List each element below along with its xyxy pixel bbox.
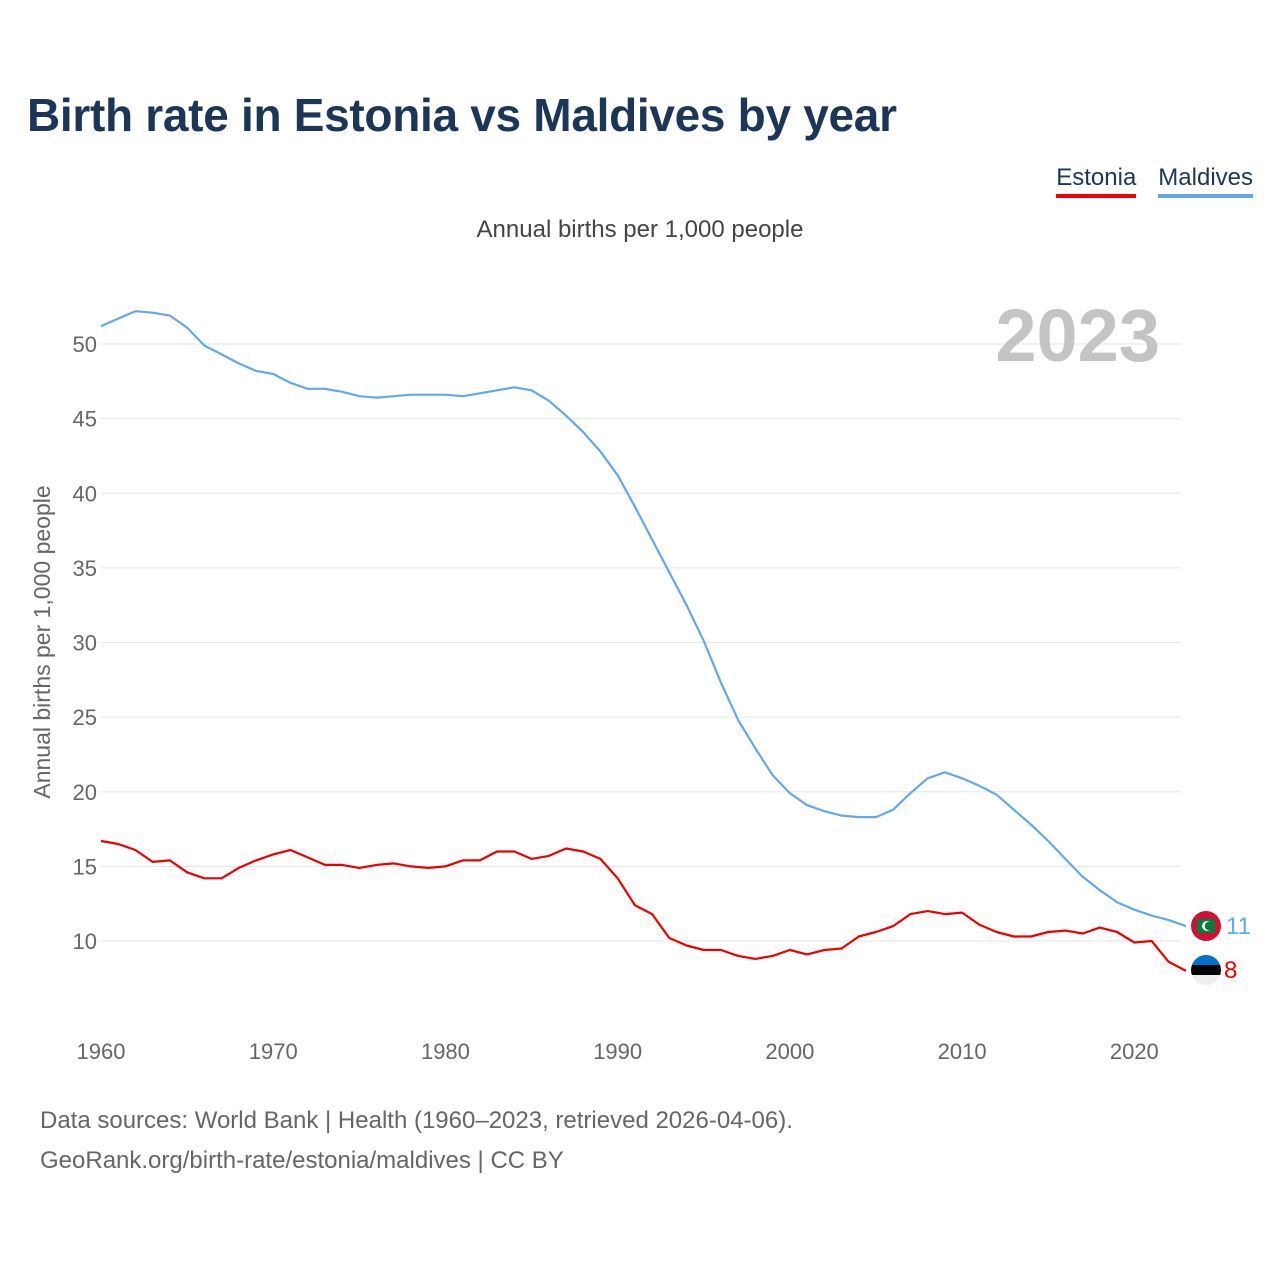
y-axis-title: Annual births per 1,000 people — [29, 485, 55, 798]
y-tick-label-10: 10 — [73, 929, 97, 954]
legend-item-estonia[interactable]: Estonia — [1056, 164, 1137, 198]
y-tick-label-35: 35 — [73, 556, 97, 581]
maldives-flag-icon — [1191, 911, 1221, 941]
year-watermark: 2023 — [995, 294, 1160, 377]
chart-title: Birth rate in Estonia vs Maldives by yea… — [27, 89, 897, 141]
y-tick-label-30: 30 — [73, 631, 97, 656]
end-label-maldives: 11 — [1226, 913, 1251, 940]
end-label-estonia: 8 — [1224, 957, 1237, 984]
y-tick-label-40: 40 — [73, 481, 97, 506]
y-tick-label-50: 50 — [73, 332, 97, 357]
legend: Estonia Maldives — [1056, 164, 1253, 198]
x-tick-label-1970: 1970 — [249, 1039, 298, 1064]
footer-sources: Data sources: World Bank | Health (1960–… — [40, 1107, 793, 1134]
x-tick-label-1980: 1980 — [421, 1039, 470, 1064]
footer-credit[interactable]: GeoRank.org/birth-rate/estonia/maldives … — [40, 1147, 564, 1174]
x-tick-label-2020: 2020 — [1110, 1039, 1159, 1064]
y-tick-label-20: 20 — [73, 780, 97, 805]
y-tick-label-15: 15 — [73, 854, 97, 879]
x-tick-label-1990: 1990 — [593, 1039, 642, 1064]
series-line-maldives — [100, 310, 1187, 928]
legend-item-maldives[interactable]: Maldives — [1158, 164, 1253, 198]
y-tick-label-45: 45 — [73, 407, 97, 432]
y-tick-label-25: 25 — [73, 705, 97, 730]
x-tick-label-2000: 2000 — [765, 1039, 814, 1064]
x-tick-label-2010: 2010 — [938, 1039, 987, 1064]
series-line-estonia — [100, 839, 1187, 972]
chart-subtitle: Annual births per 1,000 people — [476, 216, 804, 243]
x-tick-label-1960: 1960 — [77, 1039, 126, 1064]
estonia-flag-icon — [1191, 955, 1221, 985]
